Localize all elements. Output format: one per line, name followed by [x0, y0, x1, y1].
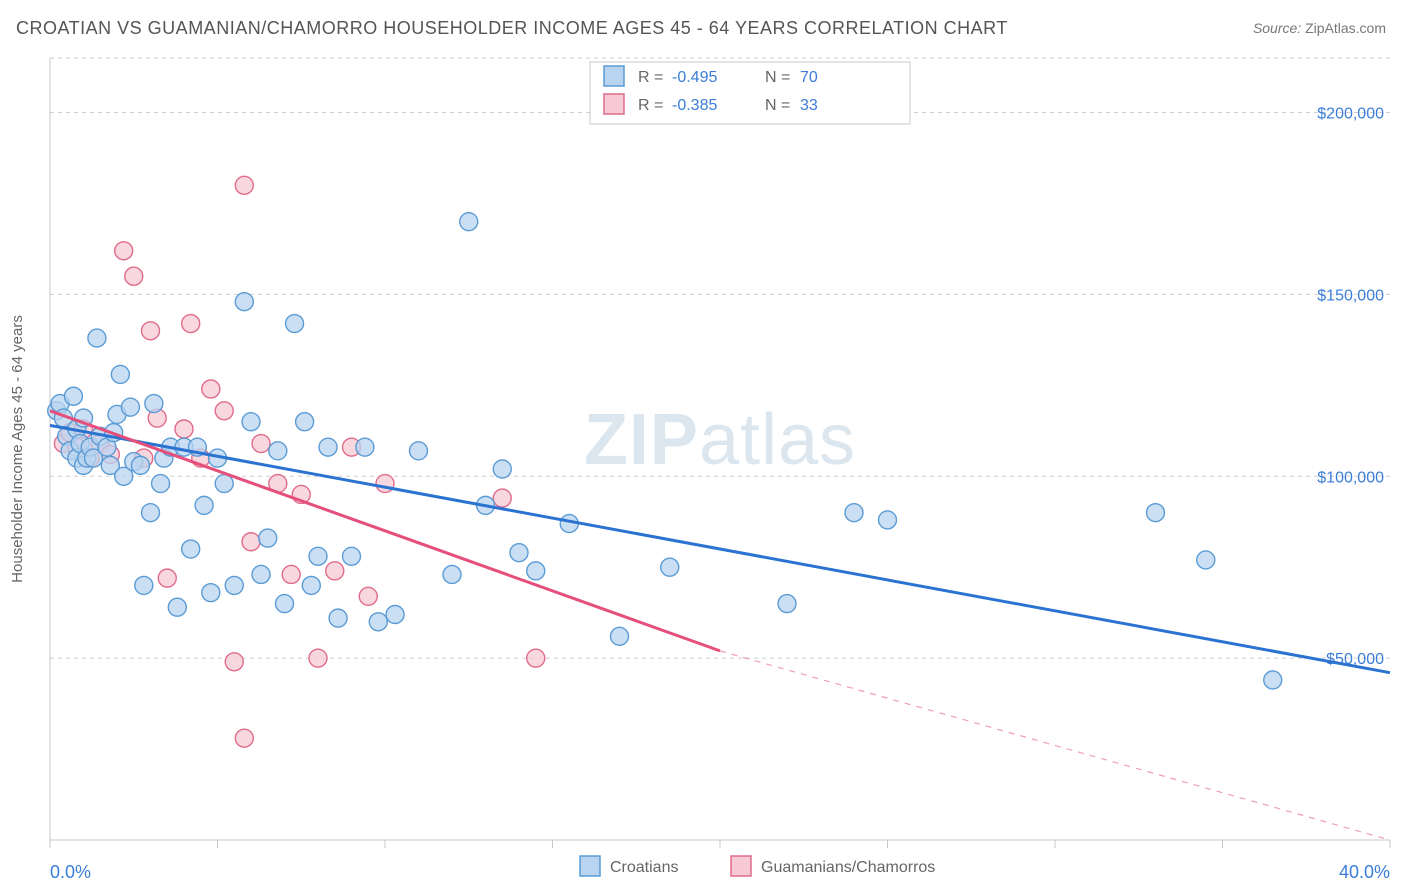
data-point — [276, 595, 294, 613]
data-point — [131, 456, 149, 474]
stats-N-value: 70 — [800, 69, 818, 86]
data-point — [356, 438, 374, 456]
data-point — [259, 529, 277, 547]
data-point — [778, 595, 796, 613]
stats-N-value: 33 — [800, 97, 818, 114]
y-tick-label: $150,000 — [1317, 287, 1384, 304]
data-point — [182, 315, 200, 333]
stats-N-label: N = — [765, 97, 790, 114]
data-point — [286, 315, 304, 333]
data-point — [215, 475, 233, 493]
data-point — [443, 565, 461, 583]
data-point — [269, 442, 287, 460]
data-point — [252, 435, 270, 453]
bottom-legend-label: Guamanians/Chamorros — [761, 859, 935, 876]
data-point — [309, 649, 327, 667]
legend-swatch — [604, 94, 624, 114]
data-point — [386, 605, 404, 623]
data-point — [64, 387, 82, 405]
data-point — [343, 547, 361, 565]
data-point — [158, 569, 176, 587]
data-point — [115, 242, 133, 260]
stats-R-label: R = — [638, 69, 663, 86]
data-point — [319, 438, 337, 456]
bottom-legend-label: Croatians — [610, 859, 678, 876]
data-point — [225, 653, 243, 671]
y-axis-label: Householder Income Ages 45 - 64 years — [9, 315, 26, 583]
data-point — [1264, 671, 1282, 689]
data-point — [879, 511, 897, 529]
x-axis-min-label: 0.0% — [50, 862, 91, 882]
data-point — [527, 562, 545, 580]
data-point — [242, 413, 260, 431]
stats-R-value: -0.385 — [672, 97, 717, 114]
trend-line-extrapolated — [720, 651, 1390, 840]
data-point — [661, 558, 679, 576]
data-point — [369, 613, 387, 631]
legend-swatch — [604, 66, 624, 86]
data-point — [1197, 551, 1215, 569]
data-point — [252, 565, 270, 583]
bottom-legend-swatch — [731, 856, 751, 876]
data-point — [296, 413, 314, 431]
bottom-legend-swatch — [580, 856, 600, 876]
watermark: ZIPatlas — [584, 400, 856, 480]
y-tick-label: $100,000 — [1317, 469, 1384, 486]
chart-title: CROATIAN VS GUAMANIAN/CHAMORRO HOUSEHOLD… — [16, 18, 1008, 39]
data-point — [152, 475, 170, 493]
data-point — [242, 533, 260, 551]
data-point — [202, 584, 220, 602]
data-point — [142, 504, 160, 522]
data-point — [282, 565, 300, 583]
data-point — [845, 504, 863, 522]
stats-N-label: N = — [765, 69, 790, 86]
data-point — [182, 540, 200, 558]
data-point — [611, 627, 629, 645]
data-point — [309, 547, 327, 565]
source-attribution: Source: ZipAtlas.com — [1253, 20, 1386, 36]
data-point — [88, 329, 106, 347]
data-point — [460, 213, 478, 231]
data-point — [215, 402, 233, 420]
data-point — [493, 489, 511, 507]
data-point — [510, 544, 528, 562]
data-point — [410, 442, 428, 460]
data-point — [302, 576, 320, 594]
y-tick-label: $200,000 — [1317, 106, 1384, 123]
data-point — [1147, 504, 1165, 522]
data-point — [202, 380, 220, 398]
source-label: Source: — [1253, 20, 1301, 36]
data-point — [145, 395, 163, 413]
data-point — [175, 420, 193, 438]
data-point — [125, 267, 143, 285]
data-point — [235, 729, 253, 747]
source-value: ZipAtlas.com — [1305, 20, 1386, 36]
data-point — [235, 176, 253, 194]
data-point — [527, 649, 545, 667]
data-point — [235, 293, 253, 311]
data-point — [121, 398, 139, 416]
x-axis-max-label: 40.0% — [1339, 862, 1390, 882]
data-point — [135, 576, 153, 594]
data-point — [168, 598, 186, 616]
stats-R-label: R = — [638, 97, 663, 114]
data-point — [326, 562, 344, 580]
stats-R-value: -0.495 — [672, 69, 717, 86]
data-point — [329, 609, 347, 627]
data-point — [195, 496, 213, 514]
data-point — [225, 576, 243, 594]
data-point — [493, 460, 511, 478]
correlation-scatter-chart: $50,000$100,000$150,000$200,0000.0%40.0%… — [0, 50, 1406, 892]
data-point — [142, 322, 160, 340]
data-point — [111, 365, 129, 383]
data-point — [359, 587, 377, 605]
